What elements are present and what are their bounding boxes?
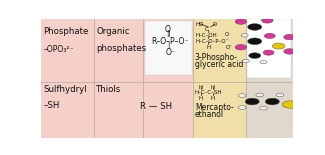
Text: H–C–O–P–O⁻: H–C–O–P–O⁻ (196, 39, 229, 44)
Circle shape (260, 60, 267, 64)
Circle shape (264, 33, 275, 38)
Text: Thiols: Thiols (96, 85, 121, 94)
Text: O: O (165, 25, 171, 34)
Bar (246, 19, 292, 138)
Text: O: O (225, 32, 229, 37)
Text: Phosphate: Phosphate (43, 27, 88, 36)
Bar (193, 19, 246, 138)
Circle shape (238, 94, 246, 97)
Text: R–O–P–O⁻: R–O–P–O⁻ (151, 37, 189, 46)
Text: ethanol: ethanol (195, 110, 224, 119)
Circle shape (260, 106, 267, 110)
Circle shape (238, 106, 246, 109)
Circle shape (272, 43, 285, 49)
Bar (247, 19, 291, 78)
Text: |: | (167, 42, 169, 49)
Bar (145, 21, 192, 75)
Bar (143, 19, 193, 138)
Text: O⁻: O⁻ (165, 48, 175, 58)
Text: H–C–OH: H–C–OH (196, 33, 217, 38)
Text: –OPO₃²⁻: –OPO₃²⁻ (43, 45, 74, 54)
Text: C: C (205, 27, 209, 32)
Text: O: O (213, 22, 217, 27)
Text: glyceric acid: glyceric acid (195, 60, 243, 69)
Text: O⁻: O⁻ (226, 45, 233, 50)
Circle shape (245, 98, 259, 105)
Text: ‖: ‖ (166, 30, 170, 37)
Text: H: H (199, 85, 202, 90)
Text: H: H (206, 45, 211, 50)
Circle shape (249, 53, 261, 58)
Circle shape (242, 59, 249, 63)
Text: Mercapto-: Mercapto- (195, 103, 234, 112)
Circle shape (241, 34, 248, 37)
Circle shape (284, 34, 295, 40)
Text: H: H (199, 96, 202, 101)
Circle shape (282, 101, 298, 108)
Text: 3-Phospho-: 3-Phospho- (195, 53, 238, 62)
Circle shape (256, 93, 264, 97)
Text: H: H (211, 96, 215, 101)
Bar (41, 19, 143, 138)
Text: R — SH: R — SH (140, 102, 173, 111)
Circle shape (276, 93, 284, 97)
Text: –SH: –SH (43, 101, 59, 110)
Circle shape (235, 44, 247, 50)
Text: HO: HO (196, 22, 204, 27)
Text: H: H (211, 85, 215, 90)
Circle shape (263, 50, 274, 55)
Text: Organic: Organic (96, 27, 130, 36)
Circle shape (248, 38, 262, 45)
Circle shape (265, 98, 280, 105)
Circle shape (235, 19, 247, 24)
Circle shape (248, 24, 262, 30)
Circle shape (262, 18, 273, 23)
Text: H–C–C–SH: H–C–C–SH (195, 90, 222, 95)
Text: Sulfhydryl: Sulfhydryl (43, 85, 87, 94)
Circle shape (284, 49, 295, 54)
Text: phosphates: phosphates (96, 44, 146, 53)
